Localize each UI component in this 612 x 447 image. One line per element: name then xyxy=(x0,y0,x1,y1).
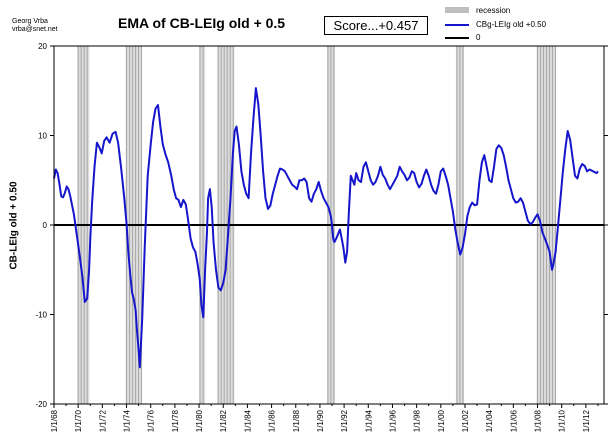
x-tick-label: 1/1/94 xyxy=(364,409,373,432)
legend-label-series: CBg-LEIg old +0.50 xyxy=(476,20,547,29)
x-tick-label: 1/1/98 xyxy=(413,409,422,432)
x-tick-label: 1/1/00 xyxy=(437,409,446,432)
y-tick-label: 0 xyxy=(43,221,48,230)
x-tick-label: 1/1/10 xyxy=(558,409,567,432)
y-tick-label: -10 xyxy=(35,311,47,320)
series-line xyxy=(53,87,599,369)
y-axis-ticks: -20 -10 0 10 20 xyxy=(35,42,608,409)
legend-swatch-series xyxy=(445,24,469,26)
x-tick-label: 1/1/82 xyxy=(219,409,228,432)
x-tick-label: 1/1/02 xyxy=(461,409,470,432)
x-tick-label: 1/1/74 xyxy=(123,409,132,432)
x-tick-label: 1/1/06 xyxy=(509,409,518,432)
y-tick-label: -20 xyxy=(35,400,47,409)
x-tick-label: 1/1/78 xyxy=(171,409,180,432)
x-tick-label: 1/1/88 xyxy=(292,409,301,432)
score-box: Score...+0.457 xyxy=(324,16,428,35)
x-tick-label: 1/1/96 xyxy=(388,409,397,432)
x-tick-label: 1/1/68 xyxy=(50,409,59,432)
chart-title: EMA of CB-LEIg old + 0.5 xyxy=(118,15,286,31)
x-tick-label: 1/1/80 xyxy=(195,409,204,432)
x-tick-label: 1/1/12 xyxy=(582,409,591,432)
x-tick-label: 1/1/90 xyxy=(316,409,325,432)
x-tick-label: 1/1/72 xyxy=(98,409,107,432)
x-tick-label: 1/1/84 xyxy=(243,409,252,432)
legend: recession CBg-LEIg old +0.50 0 xyxy=(440,2,610,46)
x-tick-label: 1/1/76 xyxy=(147,409,156,432)
author-email: vrba@snet.net xyxy=(12,26,58,33)
x-tick-label: 1/1/04 xyxy=(485,409,494,432)
author-name: Georg Vrba xyxy=(12,18,48,25)
y-tick-label: 10 xyxy=(38,132,47,141)
x-tick-label: 1/1/92 xyxy=(340,409,349,432)
legend-label-recession: recession xyxy=(476,6,511,15)
x-tick-label: 1/1/70 xyxy=(74,409,83,432)
x-tick-label: 1/1/08 xyxy=(534,409,543,432)
y-tick-label: 20 xyxy=(38,42,47,51)
legend-swatch-recession xyxy=(445,7,469,13)
x-tick-label: 1/1/86 xyxy=(268,409,277,432)
legend-label-zero: 0 xyxy=(476,33,481,42)
x-axis-ticks: 1/1/68 1/1/70 1/1/72 1/1/74 1/1/76 1/1/78 1/1/… xyxy=(50,404,599,432)
legend-swatch-zero xyxy=(445,37,469,39)
